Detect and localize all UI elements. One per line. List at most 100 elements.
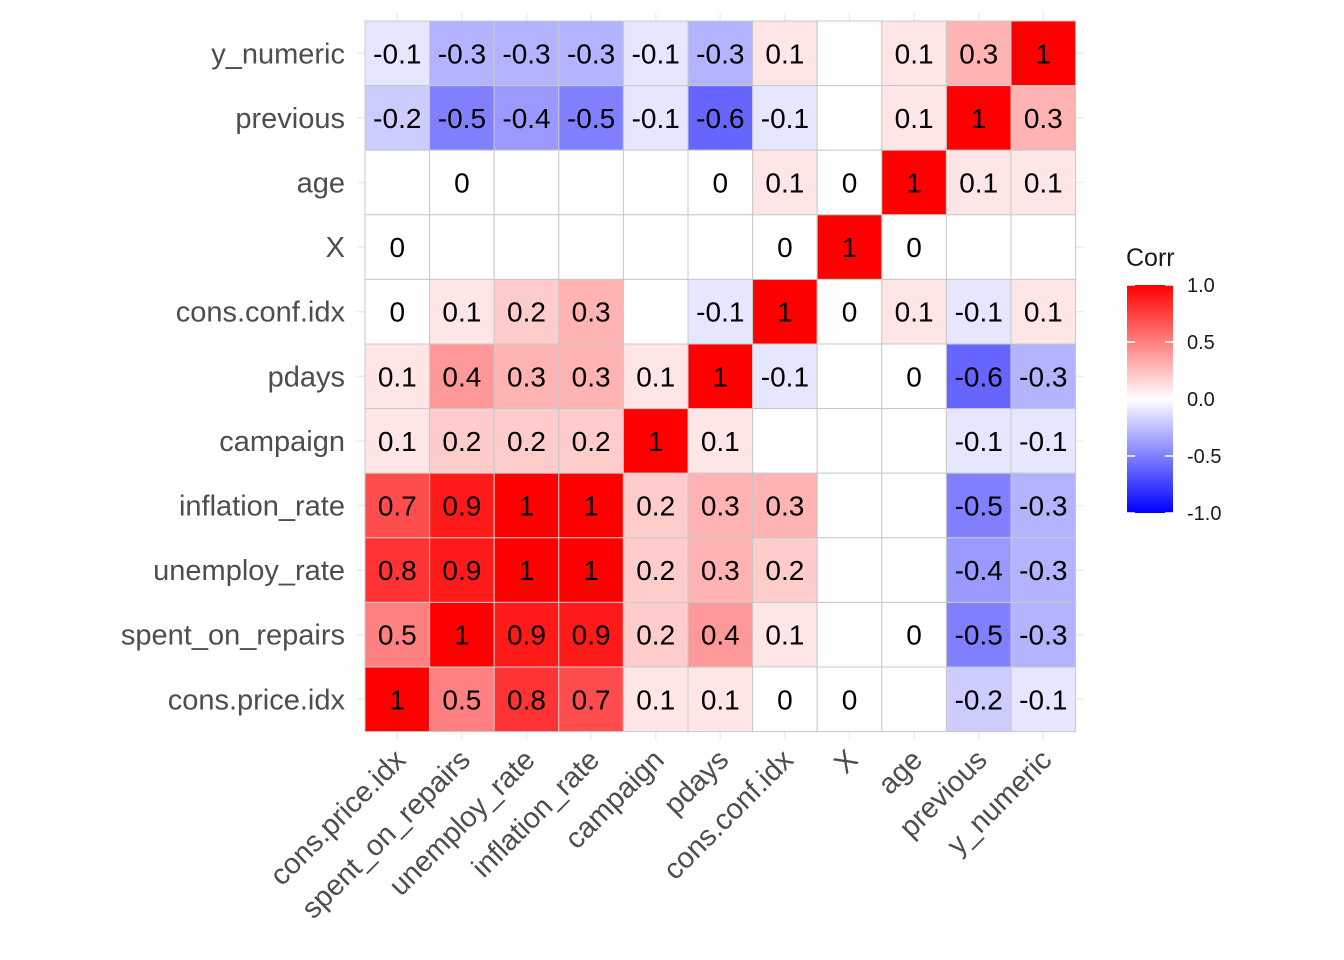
x-tick-label: age	[872, 744, 929, 801]
heatmap-cell	[816, 85, 883, 151]
cell-value-label: 1	[519, 491, 535, 522]
cell-value-label: 0.9	[442, 555, 481, 586]
cell-value-label: 0.1	[701, 426, 740, 457]
cell-value-label: 0.1	[1024, 297, 1063, 328]
heatmap-cell	[687, 666, 754, 733]
heatmap-cell	[429, 666, 495, 733]
heatmap-cell	[816, 343, 883, 410]
heatmap-cell	[622, 666, 689, 733]
heatmap-cell	[881, 85, 947, 151]
y-tick-label: y_numeric	[211, 38, 345, 70]
heatmap-cell	[622, 601, 689, 668]
cell-value-label: 0.1	[378, 426, 417, 457]
heatmap-cell	[816, 666, 883, 733]
heatmap-cell	[364, 601, 431, 668]
heatmap-cell	[429, 537, 495, 603]
cell-value-label: -0.5	[438, 103, 486, 134]
heatmap-cell	[1010, 472, 1077, 539]
cell-value-label: 1	[583, 555, 599, 586]
heatmap-cell	[558, 85, 624, 151]
heatmap-cell	[558, 666, 624, 733]
legend-title: Corr	[1126, 244, 1175, 272]
y-tick-label: pdays	[268, 361, 345, 393]
heatmap-cell	[493, 85, 560, 151]
cell-value-label: 0	[842, 297, 858, 328]
heatmap-cell	[429, 343, 495, 410]
heatmap-cell	[364, 408, 431, 474]
cell-value-label: 0.3	[701, 555, 740, 586]
cell-value-label: -0.5	[955, 620, 1003, 651]
cell-value-label: 0	[454, 168, 470, 199]
cell-value-label: 1	[777, 297, 793, 328]
cell-value-label: 0.5	[442, 684, 481, 715]
y-tick-label: cons.conf.idx	[176, 297, 346, 329]
heatmap-cell	[752, 408, 818, 474]
heatmap-cell	[752, 149, 818, 216]
heatmap-cell	[945, 537, 1012, 603]
heatmap-cell	[816, 149, 883, 216]
cell-value-label: 0.8	[507, 684, 546, 715]
heatmap-cell	[816, 537, 883, 603]
heatmap-cell	[687, 20, 754, 87]
legend-tick-label: -0.5	[1187, 446, 1221, 468]
heatmap-cell	[687, 408, 754, 474]
heatmap-cell	[1010, 214, 1077, 280]
heatmap-cell	[429, 601, 495, 668]
legend-tick-label: 0.5	[1187, 332, 1215, 354]
y-tick-label: campaign	[219, 426, 345, 458]
cell-value-label: 0.2	[572, 426, 611, 457]
cell-value-label: 0.2	[636, 491, 675, 522]
heatmap-cell	[364, 278, 431, 345]
cell-value-label: 0.7	[378, 491, 417, 522]
heatmap-cell	[881, 20, 947, 87]
heatmap-cell	[558, 601, 624, 668]
cell-value-label: 0.1	[765, 620, 804, 651]
heatmap-cell	[881, 666, 947, 733]
heatmap-cell	[881, 537, 947, 603]
cell-value-label: 0.1	[765, 168, 804, 199]
cell-value-label: 0.4	[701, 620, 740, 651]
cell-value-label: 0	[906, 361, 922, 392]
heatmap-cell	[558, 472, 624, 539]
heatmap-cell	[364, 472, 431, 539]
cell-value-label: -0.1	[1019, 684, 1067, 715]
heatmap-cell	[752, 343, 818, 410]
heatmap-cell	[1010, 149, 1077, 216]
cell-value-label: 0	[842, 684, 858, 715]
heatmap-cell	[558, 537, 624, 603]
cell-value-label: 0.9	[572, 620, 611, 651]
heatmap-cell	[493, 20, 560, 87]
y-tick-label: cons.price.idx	[168, 684, 346, 716]
cell-value-label: 0.1	[765, 38, 804, 69]
cell-value-label: 0.4	[442, 361, 481, 392]
heatmap-cell	[364, 149, 431, 216]
cell-value-label: 0	[777, 684, 793, 715]
cell-value-label: 0.5	[378, 620, 417, 651]
heatmap-cell	[687, 472, 754, 539]
heatmap-cell	[364, 214, 431, 280]
cell-value-label: -0.1	[373, 38, 421, 69]
y-tick-label: previous	[235, 103, 345, 135]
legend-tick-label: 1.0	[1187, 275, 1215, 297]
heatmap-cell	[622, 214, 689, 280]
heatmap-cell	[493, 214, 560, 280]
heatmap-cell	[752, 214, 818, 280]
cell-value-label: 0	[906, 232, 922, 263]
cell-value-label: -0.4	[955, 555, 1003, 586]
heatmap-cell	[687, 601, 754, 668]
cell-value-label: 0.9	[442, 491, 481, 522]
heatmap-cell	[1010, 343, 1077, 410]
cell-value-label: -0.2	[373, 103, 421, 134]
cell-value-label: 0.7	[572, 684, 611, 715]
heatmap-cell	[881, 601, 947, 668]
cell-value-label: 1	[842, 232, 858, 263]
cell-value-label: -0.2	[955, 684, 1003, 715]
cell-value-label: 0.3	[765, 491, 804, 522]
heatmap-cell	[558, 278, 624, 345]
cell-value-label: 0.1	[895, 297, 934, 328]
heatmap-cell	[687, 149, 754, 216]
cell-value-label: -0.3	[502, 38, 550, 69]
heatmap-cell	[881, 214, 947, 280]
heatmap-cell	[558, 149, 624, 216]
